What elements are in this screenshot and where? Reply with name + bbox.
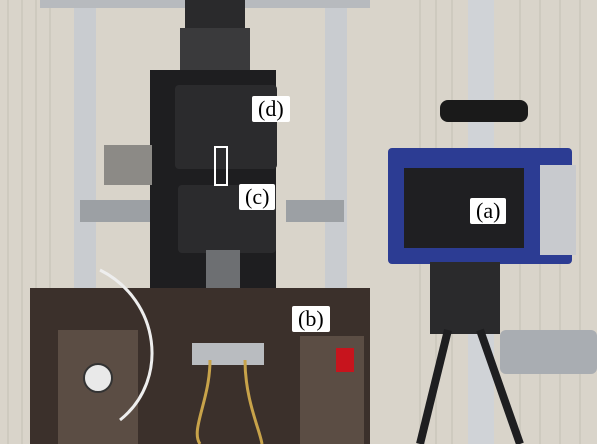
grip-rod bbox=[206, 250, 240, 295]
tripod-leg-right bbox=[476, 328, 524, 444]
side-plate-left bbox=[80, 200, 150, 222]
control-console-right bbox=[300, 336, 364, 444]
red-switch bbox=[336, 348, 354, 372]
tripod-leg-left bbox=[416, 329, 452, 444]
frame-column-left bbox=[74, 0, 96, 300]
actuator-top bbox=[180, 28, 250, 73]
label-control-console: (b) bbox=[292, 306, 330, 332]
cable-hydraulic-2 bbox=[243, 359, 264, 444]
camera-handle bbox=[440, 100, 528, 122]
upper-wedge-grip bbox=[175, 85, 277, 169]
side-plate-right bbox=[286, 200, 344, 222]
light-arm bbox=[500, 330, 597, 374]
sensor-box-left bbox=[104, 145, 152, 185]
specimen-box bbox=[214, 146, 228, 186]
camera-side-panel bbox=[540, 165, 576, 255]
label-specimen: (c) bbox=[239, 184, 276, 210]
tripod-head bbox=[430, 262, 500, 334]
frame-column-right bbox=[325, 0, 347, 300]
pressure-gauge bbox=[83, 363, 113, 393]
label-wedge-grip: (d) bbox=[252, 96, 290, 122]
label-camera: (a) bbox=[470, 198, 507, 224]
hydraulic-manifold bbox=[192, 343, 264, 365]
cable-hydraulic-1 bbox=[195, 359, 212, 444]
cable-left bbox=[99, 268, 154, 422]
load-cell bbox=[185, 0, 245, 28]
